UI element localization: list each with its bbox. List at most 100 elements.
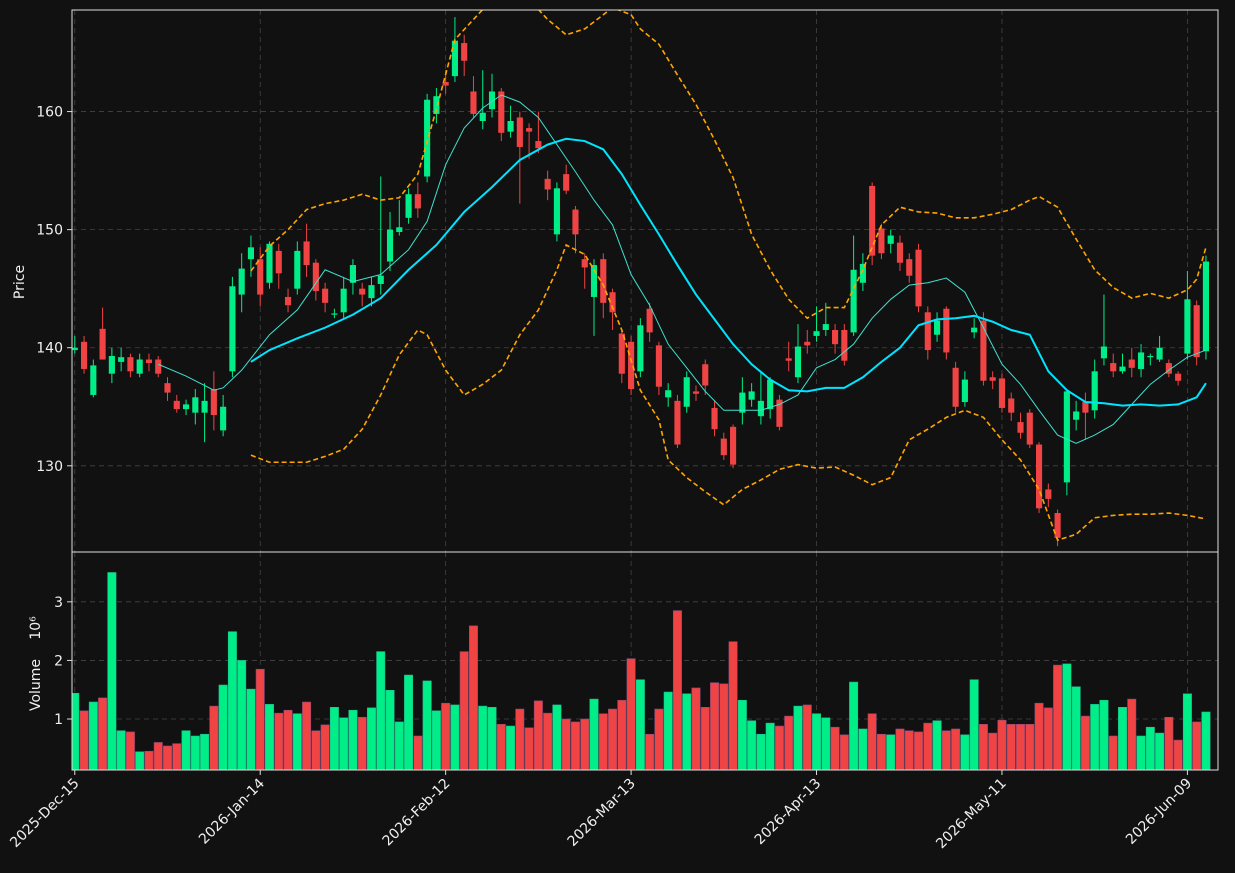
candle-body <box>711 407 718 430</box>
candle-body <box>386 229 394 262</box>
candle-body <box>377 275 384 284</box>
y-tick-label: 160 <box>36 105 63 121</box>
candle-body <box>201 400 208 413</box>
volume-bar <box>691 687 701 770</box>
volume-bar <box>617 699 627 770</box>
volume-bar <box>774 725 784 770</box>
volume-bar <box>710 682 720 770</box>
candle-body <box>405 194 412 218</box>
candle-body <box>1119 366 1126 372</box>
volume-bar <box>589 698 599 770</box>
volume-bar <box>172 743 182 770</box>
volume-bar <box>98 697 108 770</box>
volume-bar <box>728 641 738 770</box>
volume-bar <box>1201 711 1211 770</box>
volume-bar <box>821 717 831 770</box>
candle-body <box>757 400 764 417</box>
y-tick-label: 3 <box>54 595 63 611</box>
candle-body <box>665 390 672 398</box>
candle-body <box>1137 352 1145 369</box>
volume-bar <box>1164 716 1174 770</box>
volume-bar <box>283 709 293 770</box>
volume-bar <box>960 734 970 770</box>
volume-bar <box>1182 693 1192 770</box>
volume-bar <box>394 721 404 770</box>
volume-bar <box>153 742 163 770</box>
candle-body <box>637 325 644 372</box>
volume-bar <box>672 610 682 770</box>
candle-body <box>1045 489 1052 499</box>
candle-body <box>72 347 78 351</box>
candle-body <box>266 243 273 283</box>
candle-body <box>785 358 792 361</box>
candle-body <box>1193 305 1200 358</box>
candle-body <box>461 43 468 61</box>
volume-bar <box>357 716 367 770</box>
volume-bar <box>339 717 349 770</box>
candle-body <box>878 228 885 254</box>
candle-body <box>164 383 171 393</box>
volume-bar <box>867 713 877 770</box>
candle-body <box>646 308 653 333</box>
volume-bar <box>543 712 553 770</box>
candle-body <box>108 355 115 374</box>
volume-bar <box>1155 732 1165 770</box>
volume-bar <box>1090 704 1100 770</box>
candle-body <box>414 194 421 209</box>
volume-frame <box>71 551 1219 771</box>
candle-body <box>776 399 783 427</box>
volume-scale-label: 10⁶ <box>28 616 44 640</box>
price-panel <box>72 10 1218 552</box>
volume-bar <box>144 750 154 770</box>
volume-bar <box>311 730 321 770</box>
volume-bar <box>367 707 376 770</box>
volume-bar <box>700 706 710 770</box>
volume-bar <box>608 708 618 770</box>
volume-bar <box>1053 664 1063 770</box>
volume-bar <box>116 730 126 770</box>
volume-bar <box>830 726 840 770</box>
indicator-line <box>250 137 1207 407</box>
volume-bar <box>997 719 1007 770</box>
volume-bar <box>682 693 692 770</box>
volume-bar <box>72 692 80 770</box>
candle-body <box>1156 347 1163 360</box>
volume-bar <box>265 704 274 770</box>
candle-body <box>943 308 950 353</box>
volume-bar <box>376 651 386 770</box>
candle-body <box>220 406 227 431</box>
volume-bar <box>747 720 757 770</box>
candle-body <box>498 91 505 133</box>
candle-body <box>618 333 625 374</box>
candle-body <box>553 188 560 235</box>
volume-bar <box>329 706 339 770</box>
candle-body <box>702 364 709 386</box>
volume-bar <box>478 705 488 770</box>
volume-bar <box>506 725 516 770</box>
volume-bar <box>292 713 302 770</box>
volume-bar <box>487 706 497 770</box>
y-tick-label: 1 <box>54 712 63 728</box>
indicator-line <box>250 243 1207 542</box>
volume-bar <box>227 631 237 770</box>
volume-bar <box>812 713 822 770</box>
candle-body <box>470 91 477 114</box>
volume-bar <box>552 704 562 770</box>
indicator-line <box>158 94 1207 444</box>
candle-body <box>1184 299 1191 354</box>
candle-body <box>322 288 329 303</box>
candle-body <box>544 178 551 190</box>
volume-bar <box>645 733 655 770</box>
candle-body <box>952 367 959 407</box>
candle-body <box>442 82 449 86</box>
candle-body <box>1073 411 1080 420</box>
volume-bar <box>135 751 145 770</box>
volume-bar <box>1108 735 1118 770</box>
volume-bar <box>784 715 794 770</box>
candle-body <box>1017 422 1024 433</box>
volume-bar <box>181 730 191 770</box>
candle-body <box>822 324 829 331</box>
volume-bar <box>218 684 228 770</box>
volume-bar <box>765 722 775 770</box>
volume-bar <box>515 708 525 770</box>
